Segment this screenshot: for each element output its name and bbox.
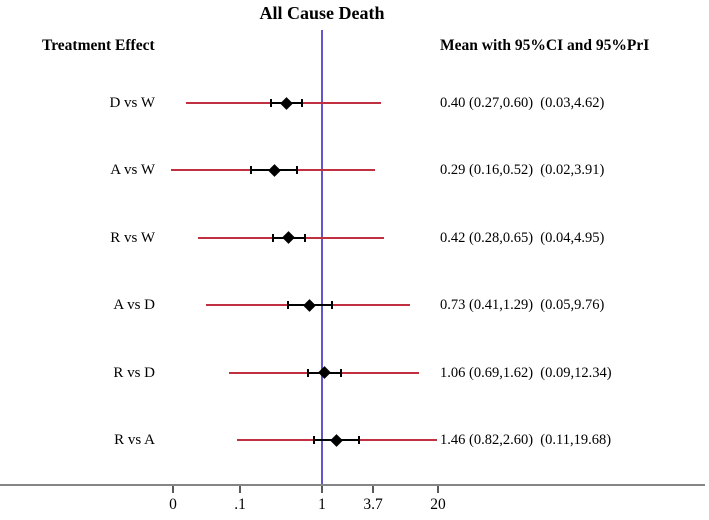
ci-left-cap [270, 99, 273, 107]
ci-right-cap [304, 233, 307, 242]
row-label: D vs W [109, 95, 155, 111]
x-axis-tick [172, 486, 174, 493]
chart-title: All Cause Death [259, 3, 385, 23]
row-label: R vs A [114, 432, 155, 448]
ci-right-cap [339, 368, 342, 377]
x-axis-tick-label: 20 [430, 496, 446, 513]
x-axis-tick-label: 1 [318, 496, 326, 513]
ci-right-cap [295, 166, 298, 175]
x-axis-line [0, 484, 705, 486]
row-value: 1.46 (0.82,2.60) (0.11,19.68) [440, 432, 612, 448]
x-axis-tick-label: .1 [234, 496, 246, 513]
x-axis-tick-label: 0 [169, 496, 177, 513]
mean-diamond [282, 231, 295, 245]
ci-left-cap [313, 436, 316, 444]
ci-left-cap [286, 301, 289, 310]
row-value: 0.29 (0.16,0.52) (0.02,3.91) [440, 162, 605, 179]
x-axis-tick [321, 486, 323, 493]
mean-diamond [303, 298, 317, 312]
mean-diamond [317, 366, 331, 379]
ci-left-cap [306, 368, 309, 377]
mean-diamond [267, 164, 281, 177]
x-axis-tick-label: 3.7 [363, 496, 383, 513]
row-label: R vs D [113, 364, 155, 381]
row-value: 1.06 (0.69,1.62) (0.09,12.34) [440, 364, 612, 381]
mean-diamond [280, 96, 293, 110]
reference-line [321, 30, 323, 486]
row-value: 0.42 (0.28,0.65) (0.04,4.95) [440, 229, 605, 246]
mean-diamond [330, 433, 343, 447]
row-label: R vs W [110, 229, 155, 246]
row-label: A vs D [113, 297, 155, 314]
ci-left-cap [271, 233, 274, 242]
x-axis-tick [372, 486, 374, 493]
mean-ci-pri-header: Mean with 95%CI and 95%PrI [440, 37, 650, 54]
ci-right-cap [357, 436, 360, 444]
row-label: A vs W [110, 162, 155, 179]
row-value: 0.73 (0.41,1.29) (0.05,9.76) [440, 297, 605, 314]
ci-right-cap [301, 99, 304, 107]
ci-left-cap [250, 166, 253, 175]
treatment-effect-header: Treatment Effect [42, 37, 155, 54]
row-value: 0.40 (0.27,0.60) (0.03,4.62) [440, 95, 605, 111]
x-axis-tick [437, 486, 439, 493]
x-axis-tick [239, 486, 241, 493]
ci-right-cap [330, 301, 333, 310]
